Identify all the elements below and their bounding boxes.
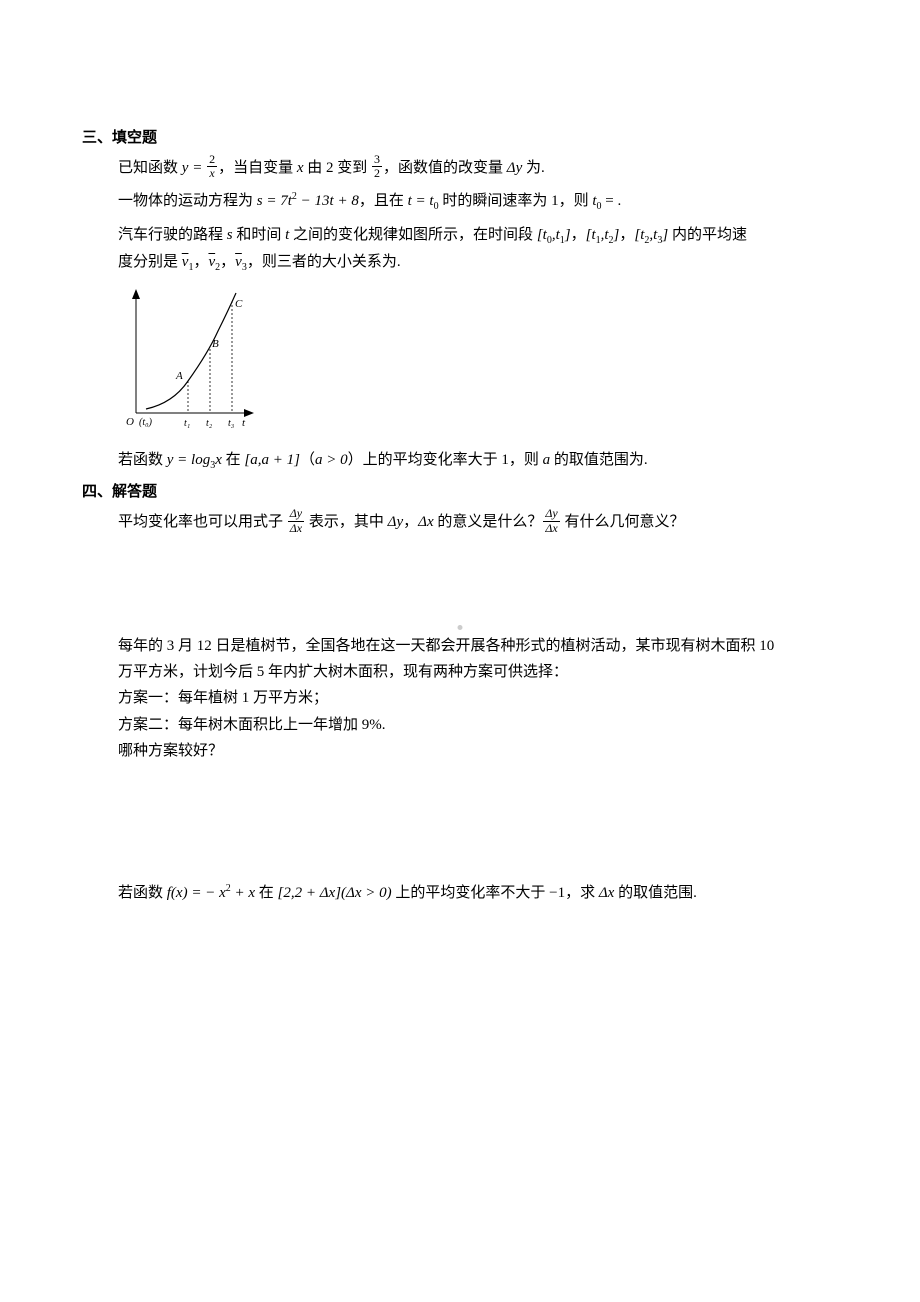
- q7-interval: [2,2 + Δx](Δx > 0): [278, 885, 392, 901]
- q7-mid1: 在: [255, 885, 278, 901]
- q5-fb: Δx: [288, 522, 304, 535]
- q5-fb2: Δx: [543, 522, 559, 535]
- q4-tail: 的取值范围为.: [550, 452, 648, 468]
- graph-label-O: O: [126, 416, 134, 428]
- q1-dy: Δy: [507, 160, 522, 176]
- q3-c3: ，: [193, 254, 208, 270]
- q1-frac2-num: 3: [372, 153, 382, 167]
- q3-l1d: 内的平均速: [668, 227, 747, 243]
- q1-frac-den: x: [207, 167, 217, 180]
- graph-label-C: C: [235, 298, 243, 310]
- q7-prefix: 若函数: [118, 885, 167, 901]
- q3-c2: ，: [619, 227, 634, 243]
- question-7: 若函数 f(x) = − x2 + x 在 [2,2 + Δx](Δx > 0)…: [118, 880, 838, 906]
- q1-frac-num: 2: [207, 153, 217, 167]
- question-3: 汽车行驶的路程 s 和时间 t 之间的变化规律如图所示，在时间段 [t0,t1]…: [118, 222, 838, 277]
- q3-c4: ，: [220, 254, 235, 270]
- q5-mid1: 表示，其中: [305, 515, 388, 531]
- q3-l2a: 度分别是: [118, 254, 182, 270]
- question-4: 若函数 y = log3x 在 [a,a + 1]（a > 0）上的平均变化率大…: [118, 447, 838, 475]
- q3-i1a: [t: [537, 227, 547, 243]
- q6-l4: 方案二：每年树木面积比上一年增加 9%.: [118, 717, 386, 733]
- q1-x: x: [297, 160, 304, 176]
- q3-i2a: [t: [586, 227, 596, 243]
- q7-fx2: + x: [231, 885, 255, 901]
- q6-l3: 方案一：每年植树 1 万平方米；: [118, 690, 328, 706]
- q3-c1: ，: [571, 227, 586, 243]
- q3-i1b: ,t: [552, 227, 560, 243]
- graph-label-A: A: [175, 370, 183, 382]
- question-1: 已知函数 y = 2x，当自变量 x 由 2 变到 32，函数值的改变量 Δy …: [118, 155, 838, 182]
- q7-fx: f(x) = − x: [167, 885, 226, 901]
- q2-mid1: ，且在: [359, 193, 408, 209]
- q5-dx: Δx: [418, 515, 433, 531]
- q3-v3: v: [235, 254, 242, 270]
- graph-label-s: s: [134, 290, 138, 302]
- q1-mid2: 由 2 变到: [304, 160, 372, 176]
- q4-prefix: 若函数: [118, 452, 167, 468]
- graph-label-t3: t₃: [228, 418, 235, 429]
- q3-i3a: [t: [634, 227, 644, 243]
- q1-frac2-den: 2: [372, 167, 382, 180]
- q1-mid3: ，函数值的改变量: [383, 160, 507, 176]
- q6-l5: 哪种方案较好？: [118, 743, 223, 759]
- q6-l1: 每年的 3 月 12 日是植树节，全国各地在这一天都会开展各种形式的植树活动，某…: [118, 638, 774, 654]
- q5-ft2: Δy: [543, 507, 559, 521]
- q4-mid1: 在: [222, 452, 245, 468]
- graph-label-t: t: [242, 417, 246, 429]
- q4-a: a: [543, 452, 551, 468]
- q3-i2b: ,t: [601, 227, 609, 243]
- graph-label-t2: t₂: [206, 418, 213, 429]
- q3-l1c: 之间的变化规律如图所示，在时间段: [289, 227, 537, 243]
- q4-interval: [a,a + 1]: [244, 452, 300, 468]
- q3-l1b: 和时间: [233, 227, 286, 243]
- section-3-header: 三、填空题: [82, 126, 838, 147]
- q2-eq: s = 7t: [257, 193, 292, 209]
- q1-lhs: y: [182, 160, 189, 176]
- q5-dy: Δy: [388, 515, 403, 531]
- q5-prefix: 平均变化率也可以用式子: [118, 515, 287, 531]
- q4-eq: y = log: [167, 452, 210, 468]
- q5-mid2: 的意义是什么？: [434, 515, 543, 531]
- graph-label-t1: t₁: [184, 418, 190, 429]
- q4-var: x: [215, 452, 222, 468]
- q3-l2b: ，则三者的大小关系为.: [247, 254, 401, 270]
- q2-mid2: 时的瞬间速率为 1，则: [439, 193, 593, 209]
- question-5: 平均变化率也可以用式子 ΔyΔx 表示，其中 Δy，Δx 的意义是什么？ΔyΔx…: [118, 509, 838, 536]
- q3-l1a: 汽车行驶的路程: [118, 227, 227, 243]
- q2-teq: t = t: [408, 193, 434, 209]
- q7-dx: Δx: [599, 885, 614, 901]
- graph-st-curve: A B C O (t₀) s t₁ t₂ t₃ t: [118, 285, 838, 435]
- q7-tail: 的取值范围.: [614, 885, 697, 901]
- q2-prefix: 一物体的运动方程为: [118, 193, 257, 209]
- section-4-header: 四、解答题: [82, 480, 838, 501]
- q4-p2: ）: [348, 452, 363, 468]
- q1-text: 已知函数: [118, 160, 182, 176]
- page-indicator-icon: [458, 625, 463, 630]
- q4-p1: （: [300, 452, 315, 468]
- q6-l2: 万平方米，计划今后 5 年内扩大树木面积，现有两种方案可供选择：: [118, 664, 568, 680]
- q4-mid2: 上的平均变化率大于 1，则: [363, 452, 543, 468]
- q5-c: ，: [403, 515, 418, 531]
- q4-cond: a > 0: [315, 452, 348, 468]
- graph-label-B: B: [212, 338, 219, 350]
- q1-mid1: ，当自变量: [218, 160, 297, 176]
- q5-ft: Δy: [288, 507, 304, 521]
- question-2: 一物体的运动方程为 s = 7t2 − 13t + 8，且在 t = t0 时的…: [118, 188, 838, 216]
- q2-tail: = .: [602, 193, 622, 209]
- graph-label-t0: (t₀): [139, 417, 153, 428]
- q1-tail: 为.: [522, 160, 545, 176]
- question-6: 每年的 3 月 12 日是植树节，全国各地在这一天都会开展各种形式的植树活动，某…: [118, 633, 838, 764]
- graph-svg: A B C O (t₀) s t₁ t₂ t₃ t: [118, 285, 258, 430]
- q7-mid2: 上的平均变化率不大于 −1，求: [392, 885, 599, 901]
- q2-eq2: − 13t + 8: [297, 193, 359, 209]
- q5-tail: 有什么几何意义？: [561, 515, 685, 531]
